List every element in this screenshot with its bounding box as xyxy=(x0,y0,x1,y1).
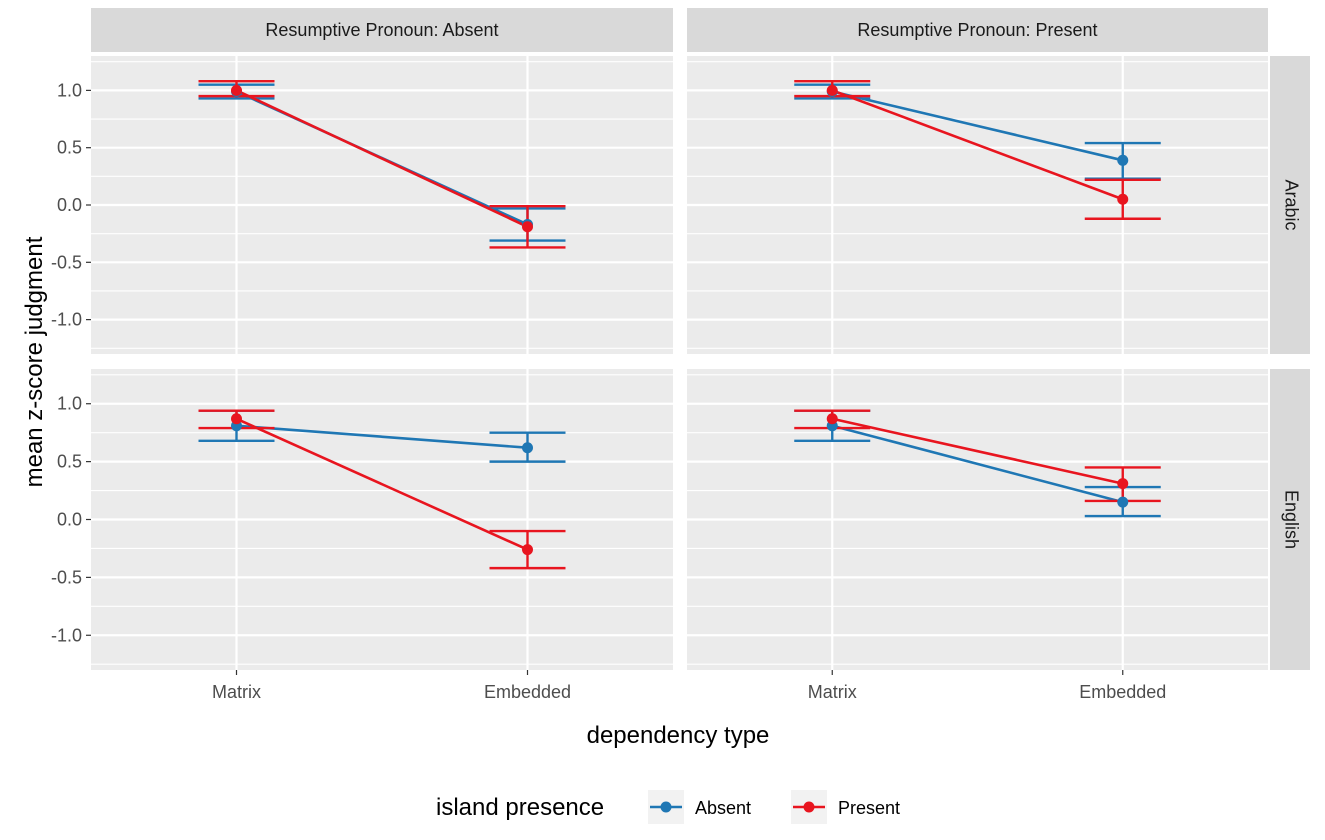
facet-strip-col-label: Resumptive Pronoun: Present xyxy=(857,20,1097,40)
data-point-present xyxy=(826,84,838,96)
x-axis-title: dependency type xyxy=(587,722,770,749)
legend-key-point xyxy=(803,801,815,813)
legend-key-point xyxy=(660,801,672,813)
facet-strip-col xyxy=(91,8,673,52)
y-tick-label: -1.0 xyxy=(51,625,82,645)
facet-strip-row-label: Arabic xyxy=(1281,179,1301,230)
x-tick-label: Embedded xyxy=(484,682,571,702)
series-line-present xyxy=(831,89,1124,201)
y-tick-label: 0.0 xyxy=(57,510,82,530)
facet-strip-col xyxy=(687,8,1268,52)
series-line-present xyxy=(235,417,529,551)
x-tick-label: Matrix xyxy=(808,682,857,702)
series-line-absent xyxy=(831,424,1124,504)
data-point-present xyxy=(522,221,533,233)
facet-strip-row xyxy=(1270,56,1310,354)
x-tick-label: Embedded xyxy=(1079,682,1166,702)
panels-layer: Resumptive Pronoun: Absent Resumptive Pro… xyxy=(51,8,1310,702)
legend: island presence Absent Present xyxy=(436,790,900,824)
data-point-present xyxy=(826,413,838,425)
y-tick-label: -1.0 xyxy=(51,310,82,330)
facet-strip-col-label: Resumptive Pronoun: Absent xyxy=(265,20,498,40)
data-point-absent xyxy=(1117,154,1129,166)
series-line-present xyxy=(831,417,1124,485)
legend-label-present: Present xyxy=(838,798,900,818)
data-point-absent xyxy=(522,442,533,454)
y-tick-label: 1.0 xyxy=(57,394,82,414)
legend-label-absent: Absent xyxy=(695,798,751,818)
data-point-absent xyxy=(1117,496,1129,508)
y-axis-title: mean z-score judgment xyxy=(21,236,48,487)
y-tick-label: -0.5 xyxy=(51,252,82,272)
y-tick-label: 1.0 xyxy=(57,80,82,100)
data-point-present xyxy=(1117,193,1129,205)
series-line-present xyxy=(235,89,529,228)
facet-strip-row xyxy=(1270,369,1310,670)
y-tick-label: 0.5 xyxy=(57,452,82,472)
series-line-absent xyxy=(236,424,528,450)
series-line-absent xyxy=(831,90,1124,162)
y-tick-label: 0.5 xyxy=(57,138,82,158)
data-point-present xyxy=(1117,478,1129,490)
y-tick-label: -0.5 xyxy=(51,567,82,587)
data-point-present xyxy=(231,84,242,96)
y-tick-label: 0.0 xyxy=(57,195,82,215)
legend-title: island presence xyxy=(436,794,604,821)
data-point-present xyxy=(231,413,242,425)
data-point-present xyxy=(522,544,533,556)
x-tick-label: Matrix xyxy=(212,682,261,702)
facet-strip-row-label: English xyxy=(1281,490,1301,549)
